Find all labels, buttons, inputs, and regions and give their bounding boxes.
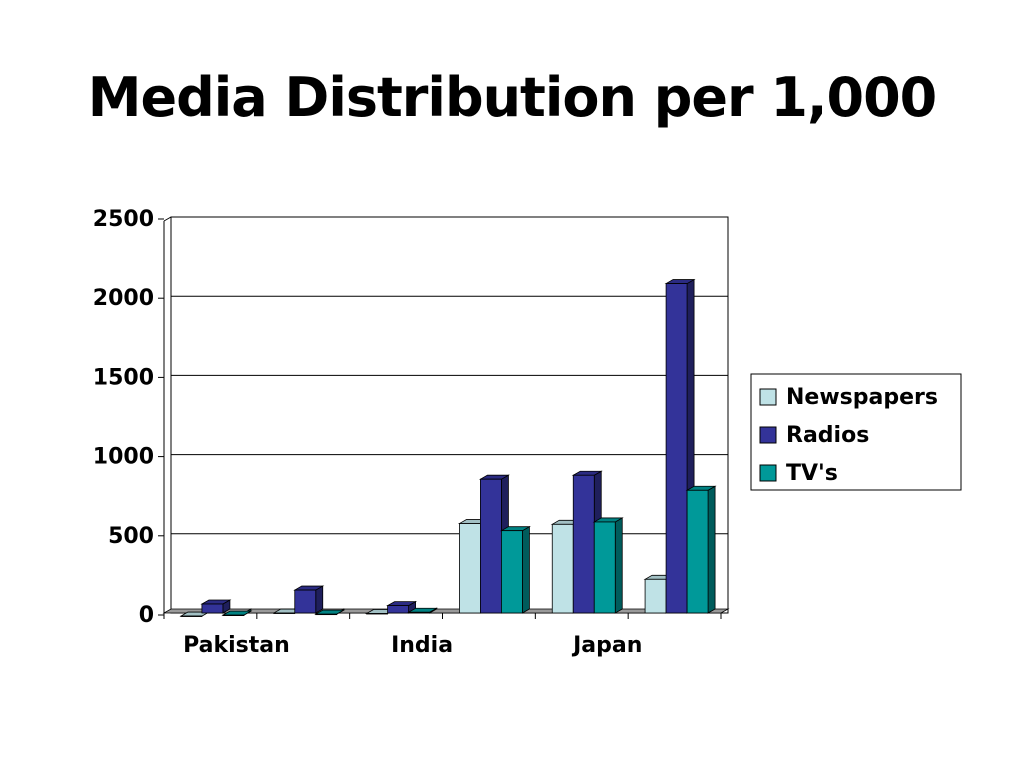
- bar-newspapers-1-front: [273, 612, 296, 614]
- y-tick-label: 1500: [93, 365, 154, 390]
- bar-newspapers-0-front: [180, 615, 203, 617]
- bar-radios-2: [386, 600, 418, 614]
- bar-newspapers-5-front: [644, 578, 667, 614]
- bar-radios-0: [200, 599, 232, 614]
- plot-area: [162, 216, 730, 614]
- legend-swatch-radios: [759, 426, 777, 444]
- plot-back-wall: [170, 216, 729, 614]
- slide-title: Media Distribution per 1,000: [87, 66, 937, 129]
- x-tick-label: Japan: [571, 633, 642, 658]
- y-tick-label: 0: [139, 603, 154, 628]
- bar-newspapers-3-front: [459, 523, 481, 614]
- legend-label-newspapers: Newspapers: [786, 385, 938, 410]
- bar-radios-4-front: [572, 474, 595, 614]
- legend-swatch-tv-s: [759, 464, 777, 482]
- bar-tv-s-5: [685, 485, 717, 614]
- bar-tv-s-5-side: [707, 485, 716, 614]
- bar-radios-1: [293, 585, 325, 614]
- legend-swatch-newspapers: [759, 388, 777, 406]
- bar-tv-s-4: [592, 517, 624, 614]
- bar-newspapers-4-front: [551, 523, 574, 614]
- bar-tv-s-2-front: [408, 611, 430, 614]
- bar-radios-0-front: [201, 603, 224, 614]
- gridlines: [171, 295, 728, 535]
- bar-tv-s-1: [314, 608, 346, 616]
- y-tick-label: 1000: [93, 445, 154, 470]
- bar-tv-s-4-side: [614, 517, 623, 614]
- bar-tv-s-3-side: [522, 525, 530, 614]
- y-tick-label: 2000: [93, 286, 154, 311]
- bar-tv-s-3-front: [501, 530, 523, 614]
- bar-radios-1-side: [315, 585, 324, 614]
- x-tick-label: India: [391, 633, 453, 658]
- y-tick-label: 2500: [93, 207, 154, 232]
- bar-tv-s-5-front: [686, 489, 709, 614]
- x-tick-label: Pakistan: [183, 633, 290, 658]
- bar-radios-1-front: [294, 589, 317, 614]
- y-tick-label: 500: [108, 524, 154, 549]
- bar-radios-5-front: [665, 283, 688, 614]
- legend: Newspapers Radios TV's: [750, 373, 962, 491]
- bar-tv-s-2: [407, 607, 439, 614]
- legend-box: [750, 373, 962, 491]
- bar-newspapers-2-front: [366, 613, 388, 615]
- bar-radios-2-front: [387, 605, 409, 614]
- bar-tv-s-1-front: [315, 613, 338, 616]
- bar-tv-s-0-front: [222, 614, 245, 616]
- bar-radios-3-front: [480, 478, 502, 614]
- legend-label-radios: Radios: [786, 423, 869, 448]
- axes: 0 500 1000 1500 2000 2500 Pakistan India Japan: [93, 207, 722, 658]
- bars: [179, 278, 717, 617]
- y-axis-depth-line: [163, 216, 172, 222]
- bar-tv-s-0: [221, 608, 253, 616]
- legend-label-tv-s: TV's: [786, 461, 838, 486]
- bar-tv-s-3: [499, 525, 531, 614]
- bar-tv-s-4-front: [593, 521, 616, 614]
